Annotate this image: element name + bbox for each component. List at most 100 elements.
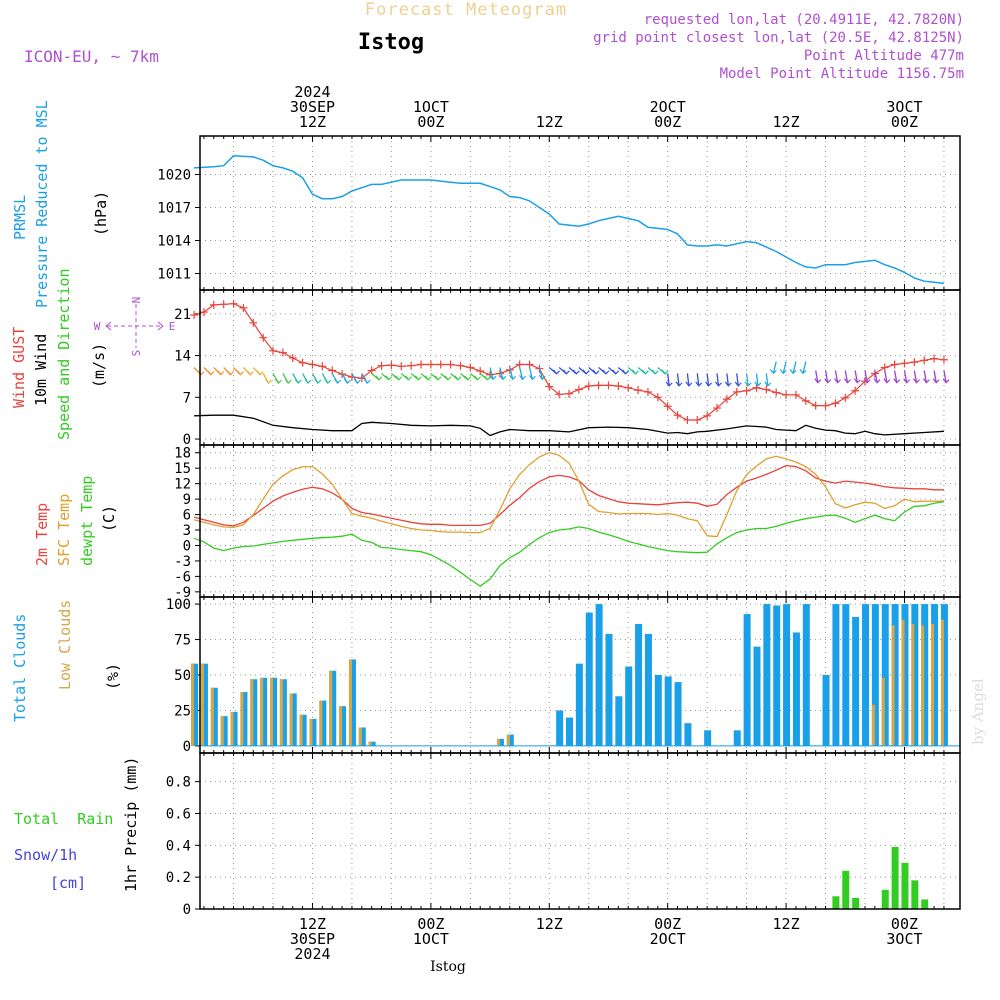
wind-gust-point: [841, 393, 850, 402]
wind-direction-arrowhead: [942, 378, 950, 384]
bottom-time-label: 00Z: [891, 915, 918, 933]
compass-rose-icon: N S W E: [94, 297, 176, 357]
top-time-label: 12Z: [299, 113, 326, 131]
wind-gust-point: [713, 404, 722, 413]
wind-gust-point: [219, 300, 228, 309]
wind-direction-arrowhead: [661, 369, 669, 375]
wind-direction-arrow-icon: [943, 370, 947, 383]
wind-direction-arrowhead: [843, 378, 851, 384]
low-clouds-bar: [496, 738, 500, 746]
wind-gust-point: [417, 360, 426, 369]
wind-gust-point: [693, 415, 702, 424]
total-clouds-bar: [852, 616, 860, 746]
wind-gust-point: [791, 390, 800, 399]
total-clouds-bar: [270, 677, 278, 746]
wind-gust-point: [456, 361, 465, 370]
total-clouds-bar: [348, 659, 356, 746]
top-time-label: 2OCT: [650, 98, 686, 116]
wind-direction-arrowhead: [444, 375, 452, 381]
wind-gust-point: [328, 366, 337, 375]
wind-direction-arrowhead: [734, 381, 742, 387]
rain-bar: [901, 862, 909, 909]
wind-direction-arrow-icon: [844, 370, 849, 383]
rain-bar: [881, 889, 889, 909]
wind-direction-arrowhead: [464, 375, 472, 381]
plot-layer: 1011101410171020071421-9-6-3036912151802…: [157, 83, 961, 963]
wind-gust-point: [614, 381, 623, 390]
low-clouds-bar: [230, 711, 234, 746]
requested-coords: requested lon,lat (20.4911E, 42.7820N): [644, 12, 964, 28]
wind-gust-point: [722, 395, 731, 404]
temp-y-tick: 15: [174, 461, 191, 477]
wind-direction-arrowhead: [622, 369, 630, 375]
wind-direction-arrowhead: [754, 381, 762, 387]
wind-direction-arrowhead: [274, 378, 282, 385]
total-clouds-bar: [733, 730, 741, 746]
clouds-y-tick: 100: [166, 597, 191, 613]
wind-direction-arrowhead: [284, 378, 292, 385]
wind-direction-arrow-icon: [815, 370, 819, 383]
total-clouds-bar: [783, 604, 791, 746]
wind-gust-point: [209, 300, 218, 309]
bottom-station-label: Istog: [430, 959, 466, 975]
wind-gust-point: [900, 359, 909, 368]
grid-point-coords: grid point closest lon,lat (20.5E, 42.81…: [593, 30, 964, 46]
wind-gust-point: [752, 383, 761, 392]
watermark: by Angel: [969, 678, 987, 745]
pressure-y-tick: 1014: [157, 234, 191, 250]
total-clouds-bar: [566, 717, 574, 746]
wind-direction-arrowhead: [385, 375, 393, 381]
wind-direction-arrowhead: [932, 378, 940, 384]
wind-direction-arrow-icon: [667, 373, 670, 386]
pressure-label-2: Pressure Reduced to MSL: [33, 100, 51, 308]
wind-gust-point: [545, 382, 554, 391]
wind-gust-point: [259, 333, 268, 342]
dewpt-label: dewpt Temp: [78, 476, 96, 566]
total-clouds-bar: [230, 711, 238, 746]
pressure-unit: (hPa): [92, 191, 110, 236]
bottom-time-label: 1OCT: [413, 930, 449, 948]
wind-gust-point: [801, 396, 810, 405]
wind-direction-arrowhead: [294, 378, 302, 385]
total-clouds-bar: [496, 738, 504, 746]
precip-axis-label: 1hr Precip (mm): [122, 757, 140, 892]
wind-gust-point: [318, 362, 327, 371]
wind-gust-point: [604, 381, 613, 390]
wind-direction-arrowhead: [375, 375, 383, 381]
wind-direction-arrowhead: [246, 370, 254, 376]
wind-direction-arrow-icon: [676, 373, 680, 386]
wind-direction-arrowhead: [395, 375, 403, 381]
wind-direction-arrowhead: [893, 378, 901, 384]
wind-direction-arrowhead: [414, 375, 422, 381]
temp-y-tick: 6: [183, 508, 191, 524]
wind-gust-point: [732, 387, 741, 396]
wind-gust-point: [831, 399, 840, 408]
wind-gust-point: [584, 381, 593, 390]
precip-y-tick: 0.2: [166, 870, 191, 886]
wind-gust-point: [683, 415, 692, 424]
rain-bar: [921, 899, 929, 909]
wind-gust-point: [525, 360, 534, 369]
wind-direction-arrow-icon: [726, 373, 729, 386]
bottom-time-label: 12Z: [536, 915, 563, 933]
total-clouds-bar: [753, 646, 761, 746]
wind-direction-arrowhead: [641, 369, 649, 375]
total-clouds-bar: [792, 632, 800, 746]
low-clouds-bar: [289, 693, 293, 746]
low-clouds-bar: [881, 677, 885, 746]
clouds-y-tick: 75: [174, 633, 191, 649]
total-clouds-bar: [240, 692, 248, 746]
wind-gust-point: [308, 360, 317, 369]
total-clouds-bar: [368, 741, 376, 746]
wind-direction-arrowhead: [499, 374, 507, 381]
wind-10m-label: 10m Wind: [32, 334, 50, 406]
bottom-time-label: 12Z: [773, 915, 800, 933]
wind-gust-point: [426, 360, 435, 369]
total-clouds-bar: [506, 734, 514, 746]
wind-gust-label: Wind GUST: [10, 327, 28, 408]
bottom-time-label: 2OCT: [650, 930, 686, 948]
wind-gust-series-line: [193, 303, 944, 421]
temp-y-tick: 12: [174, 477, 191, 493]
total-clouds-bar: [575, 663, 583, 746]
wind-direction-arrow-icon: [745, 373, 749, 386]
